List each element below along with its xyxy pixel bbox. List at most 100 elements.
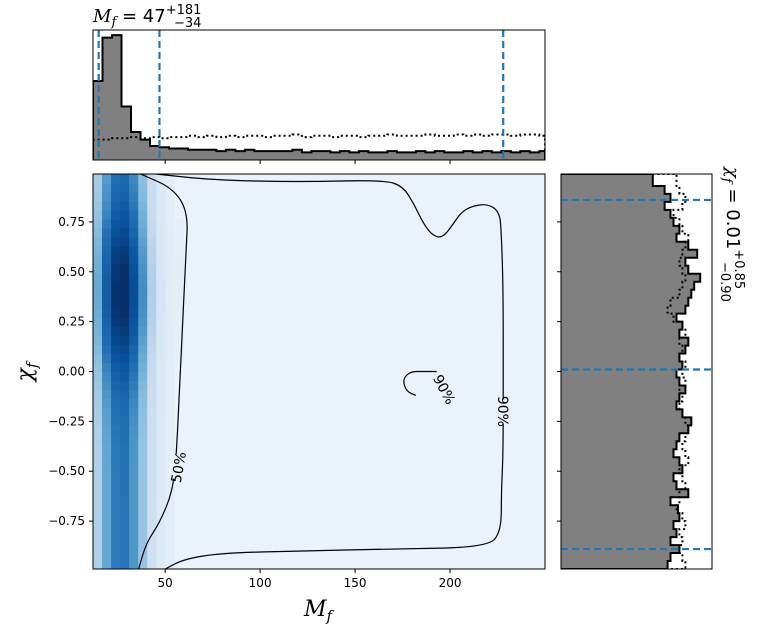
heatmap-cell bbox=[129, 389, 139, 400]
heatmap-cell bbox=[93, 425, 103, 435]
heatmap-cell bbox=[129, 335, 139, 346]
heatmap-cell bbox=[102, 488, 112, 498]
heatmap-cell bbox=[165, 236, 175, 247]
heatmap-cell bbox=[156, 236, 166, 247]
heatmap-cell bbox=[102, 434, 112, 444]
heatmap-cell bbox=[165, 317, 175, 328]
heatmap-cell bbox=[129, 245, 139, 256]
heatmap-cell bbox=[174, 272, 184, 283]
heatmap-cell bbox=[120, 191, 130, 202]
heatmap-cell bbox=[111, 272, 121, 283]
heatmap-cell bbox=[102, 272, 112, 283]
heatmap-cell bbox=[129, 434, 139, 444]
heatmap-cell bbox=[156, 560, 166, 569]
heatmap-cell bbox=[165, 443, 175, 453]
marginal-right-title-lower: −0.90 bbox=[717, 262, 732, 302]
heatmap-cell bbox=[120, 218, 130, 229]
heatmap-cell bbox=[138, 542, 148, 552]
heatmap-cell bbox=[120, 416, 130, 426]
contour-label: 90% bbox=[494, 396, 510, 427]
heatmap-cell bbox=[147, 290, 157, 301]
x-tick-label: 150 bbox=[344, 576, 367, 590]
heatmap-cell bbox=[138, 290, 148, 301]
heatmap-cell bbox=[147, 452, 157, 462]
heatmap-cell bbox=[102, 290, 112, 301]
heatmap-cell bbox=[102, 182, 112, 193]
heatmap-cell bbox=[147, 344, 157, 355]
histogram-outline bbox=[93, 34, 545, 160]
heatmap-cell bbox=[93, 263, 103, 274]
heatmap-cell bbox=[120, 353, 130, 364]
heatmap-cell bbox=[156, 515, 166, 525]
heatmap-cell bbox=[165, 335, 175, 346]
heatmap-cell bbox=[120, 515, 130, 525]
heatmap-cell bbox=[102, 308, 112, 319]
heatmap-cell bbox=[93, 272, 103, 283]
heatmap-cell bbox=[147, 191, 157, 202]
heatmap-cell bbox=[111, 479, 121, 489]
heatmap-cell bbox=[93, 542, 103, 552]
heatmap-cell bbox=[147, 515, 157, 525]
top-axes-frame bbox=[92, 29, 546, 161]
y-tick-label: 0.75 bbox=[58, 215, 85, 229]
heatmap-cell bbox=[102, 209, 112, 220]
heatmap-cell bbox=[138, 371, 148, 382]
heatmap-cell bbox=[111, 380, 121, 391]
heatmap-cell bbox=[102, 443, 112, 453]
heatmap-cell bbox=[138, 452, 148, 462]
heatmap-cell bbox=[102, 353, 112, 364]
heatmap-cell bbox=[147, 542, 157, 552]
heatmap-cell bbox=[138, 362, 148, 373]
heatmap-cell bbox=[93, 407, 103, 417]
heatmap-cell bbox=[165, 407, 175, 417]
heatmap-cell bbox=[111, 227, 121, 238]
heatmap-cell bbox=[111, 317, 121, 328]
heatmap-cell bbox=[165, 389, 175, 400]
y-tick-label: 0.25 bbox=[58, 315, 85, 329]
heatmap-cell bbox=[138, 236, 148, 247]
heatmap-cell bbox=[111, 182, 121, 193]
heatmap-cell bbox=[138, 533, 148, 543]
heatmap-cell bbox=[129, 407, 139, 417]
heatmap-cell bbox=[129, 182, 139, 193]
heatmap-cell bbox=[147, 506, 157, 516]
heatmap-cell bbox=[165, 200, 175, 211]
heatmap-cell bbox=[120, 533, 130, 543]
heatmap-cell bbox=[138, 308, 148, 319]
heatmap-cell bbox=[120, 479, 130, 489]
heatmap-cell bbox=[156, 452, 166, 462]
heatmap-cell bbox=[93, 353, 103, 364]
heatmap-cell bbox=[129, 299, 139, 310]
heatmap-cell bbox=[138, 272, 148, 283]
heatmap-cell bbox=[102, 200, 112, 211]
y-tick-label: −0.75 bbox=[48, 514, 85, 528]
heatmap-cell bbox=[102, 461, 112, 471]
heatmap-cell bbox=[165, 227, 175, 238]
heatmap-cell bbox=[111, 425, 121, 435]
heatmap-cell bbox=[138, 488, 148, 498]
heatmap-cell bbox=[93, 461, 103, 471]
heatmap-cell bbox=[111, 461, 121, 471]
heatmap-cell bbox=[156, 209, 166, 220]
heatmap-cell bbox=[102, 245, 112, 256]
heatmap-cell bbox=[174, 218, 184, 229]
heatmap-cell bbox=[156, 317, 166, 328]
heatmap-cell bbox=[138, 263, 148, 274]
heatmap-cell bbox=[111, 434, 121, 444]
heatmap-cell bbox=[120, 174, 130, 184]
heatmap-cell bbox=[102, 344, 112, 355]
heatmap-cell bbox=[93, 209, 103, 220]
heatmap-cell bbox=[129, 371, 139, 382]
heatmap-cell bbox=[129, 524, 139, 534]
heatmap-cell bbox=[156, 335, 166, 346]
heatmap-cell bbox=[102, 407, 112, 417]
heatmap-cell bbox=[138, 191, 148, 202]
heatmap-cell bbox=[147, 533, 157, 543]
heatmap-cell bbox=[165, 380, 175, 391]
heatmap-cell bbox=[156, 290, 166, 301]
heatmap-cell bbox=[102, 371, 112, 382]
heatmap-cell bbox=[102, 515, 112, 525]
heatmap-cell bbox=[165, 209, 175, 220]
heatmap-cell bbox=[138, 407, 148, 417]
heatmap-cell bbox=[165, 398, 175, 409]
